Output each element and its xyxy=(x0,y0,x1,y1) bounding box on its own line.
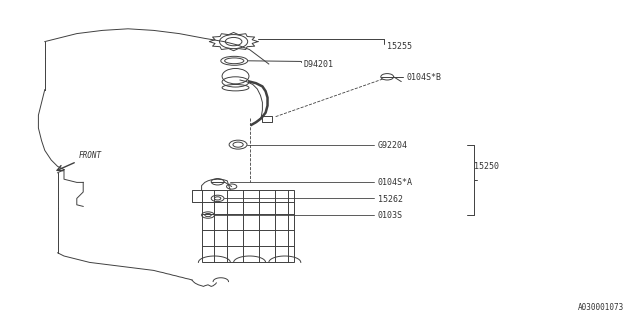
Text: A030001073: A030001073 xyxy=(578,303,624,312)
Text: 15255: 15255 xyxy=(387,42,412,51)
Text: 0104S*A: 0104S*A xyxy=(378,178,413,187)
Text: 0104S*B: 0104S*B xyxy=(406,73,442,82)
Text: 15250: 15250 xyxy=(474,162,499,171)
Text: 15262: 15262 xyxy=(378,195,403,204)
Text: G92204: G92204 xyxy=(378,141,408,150)
Text: 0103S: 0103S xyxy=(378,211,403,220)
Text: FRONT: FRONT xyxy=(79,151,102,160)
Text: D94201: D94201 xyxy=(304,60,334,68)
Bar xyxy=(202,190,294,262)
